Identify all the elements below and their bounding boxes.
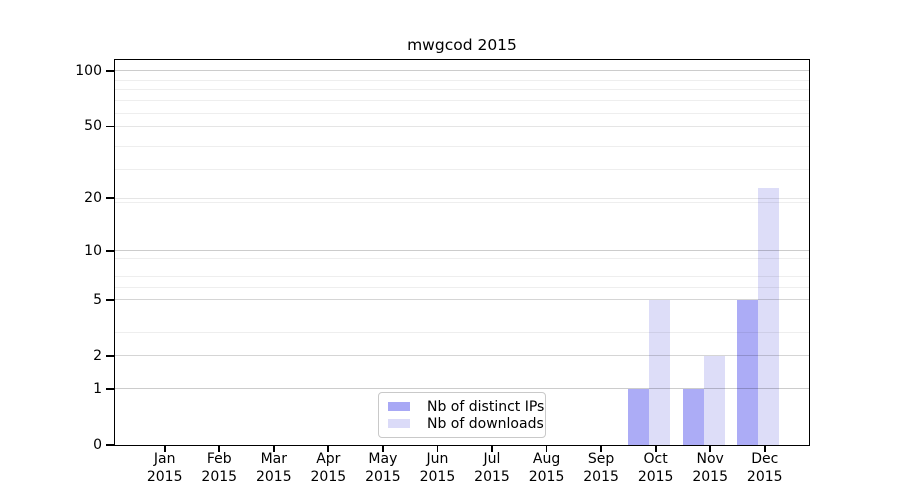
gridline-minor: [115, 332, 809, 334]
x-tick: [327, 446, 330, 452]
legend-swatch-downloads: [388, 419, 410, 428]
gridline-minor: [115, 145, 809, 147]
gridline-minor: [115, 286, 809, 288]
bar-downloads: [758, 187, 780, 445]
legend-label-downloads: Nb of downloads: [427, 415, 544, 432]
gridline-minor: [115, 112, 809, 114]
gridline-minor: [115, 201, 809, 203]
y-tick: [106, 70, 114, 72]
x-tick-label: Nov 2015: [692, 451, 728, 485]
legend-item-distinct-ips: Nb of distinct IPs: [388, 398, 544, 415]
x-tick: [545, 446, 548, 452]
bar-distinct-ips: [737, 299, 759, 445]
x-tick-label: May 2015: [365, 451, 401, 485]
chart-title: mwgcod 2015: [407, 36, 517, 54]
gridline-major: [115, 355, 809, 357]
gridline-major: [115, 299, 809, 301]
x-tick: [272, 446, 275, 452]
legend-label-distinct-ips: Nb of distinct IPs: [427, 398, 545, 415]
x-tick-label: Apr 2015: [310, 451, 347, 485]
gridline-minor: [115, 299, 809, 301]
gridline-minor: [115, 275, 809, 277]
x-tick: [491, 446, 493, 452]
x-tick-label: Jul 2015: [474, 451, 510, 485]
gridline-major: [115, 125, 809, 127]
plot-area: [114, 59, 810, 446]
legend-swatch-distinct-ips: [388, 402, 410, 411]
bar-distinct-ips: [682, 388, 704, 445]
y-tick-label: 100: [75, 63, 102, 80]
gridline-minor: [115, 100, 809, 102]
x-tick-label: Mar 2015: [255, 451, 292, 485]
y-tick-label: 50: [84, 118, 102, 135]
x-tick: [763, 446, 766, 452]
y-tick: [106, 355, 114, 357]
y-tick: [106, 444, 114, 446]
gridline-minor: [115, 79, 809, 81]
x-tick: [654, 446, 657, 452]
y-tick: [106, 249, 114, 252]
bar-downloads: [703, 355, 725, 445]
y-tick: [106, 387, 114, 390]
y-tick: [106, 125, 114, 128]
y-tick-label: 1: [93, 380, 102, 397]
x-tick-label: Jan 2015: [146, 451, 183, 485]
x-tick-label: Oct 2015: [637, 451, 674, 485]
y-tick-label: 10: [84, 242, 102, 259]
y-tick-label: 5: [93, 291, 102, 308]
x-tick: [436, 446, 439, 452]
y-tick-label: 0: [93, 437, 102, 453]
gridline-major: [115, 250, 809, 252]
x-tick-label: Feb 2015: [201, 451, 238, 485]
x-tick-label: Jun 2015: [419, 451, 456, 485]
x-tick-label: Dec 2015: [746, 451, 783, 485]
y-tick-label: 20: [84, 190, 102, 207]
y-tick: [106, 298, 114, 301]
gridline-minor: [115, 89, 809, 91]
x-tick: [709, 446, 712, 452]
y-tick-label: 2: [93, 347, 102, 364]
x-tick: [600, 446, 602, 452]
x-tick: [382, 446, 384, 452]
legend-item-downloads: Nb of downloads: [388, 415, 544, 432]
gridline-minor: [115, 355, 809, 357]
gridline-major: [115, 197, 809, 199]
x-tick: [218, 446, 221, 452]
x-tick-label: Sep 2015: [583, 451, 619, 485]
gridline-major: [115, 70, 809, 72]
gridline-major: [115, 388, 809, 390]
bar-distinct-ips: [628, 388, 650, 445]
x-tick-label: Aug 2015: [528, 451, 565, 485]
gridline-minor: [115, 257, 809, 259]
gridline-minor: [115, 168, 809, 170]
x-tick: [163, 446, 166, 452]
bar-downloads: [649, 299, 671, 445]
y-tick: [106, 197, 114, 200]
legend: Nb of distinct IPs Nb of downloads: [378, 392, 546, 438]
